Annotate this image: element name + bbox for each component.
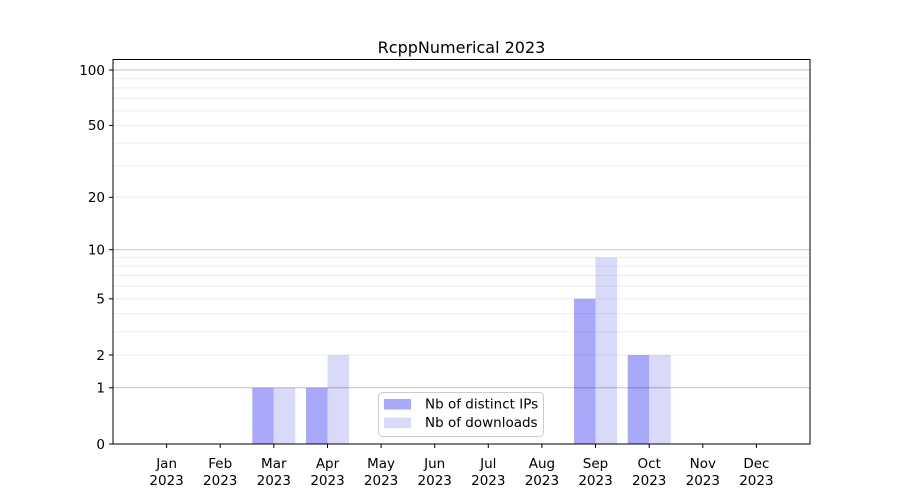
plot-border — [112, 59, 811, 445]
x-tick-label-year: 2023 — [310, 473, 344, 489]
y-tick-label: 10 — [88, 243, 105, 259]
x-tick-label-month: Feb — [208, 456, 232, 472]
x-tick-label-month: Apr — [316, 456, 340, 472]
x-tick-label-month: Mar — [261, 456, 287, 472]
x-tick-label-month: Dec — [743, 456, 769, 472]
x-tick-label-year: 2023 — [149, 473, 183, 489]
y-tick-label: 0 — [96, 437, 105, 453]
x-tick-label-year: 2023 — [632, 473, 666, 489]
x-tick-label-month: Jun — [423, 456, 445, 472]
y-tick-label: 1 — [96, 381, 105, 397]
bar-mar-series0 — [252, 387, 274, 444]
x-tick-label-month: Nov — [690, 456, 716, 472]
x-tick-label-month: Oct — [638, 456, 661, 472]
bar-apr-series1 — [327, 355, 349, 444]
bar-sep-series1 — [595, 257, 617, 444]
x-tick-label-month: Aug — [529, 456, 555, 472]
bar-sep-series0 — [574, 298, 596, 444]
bar-apr-series0 — [306, 387, 328, 444]
bar-oct-series0 — [627, 355, 650, 444]
bar-mar-series1 — [273, 387, 296, 444]
x-tick-label-year: 2023 — [739, 473, 773, 489]
y-tick-label: 100 — [79, 63, 105, 79]
x-tick-label-year: 2023 — [471, 473, 505, 489]
chart-title: RcppNumerical 2023 — [378, 38, 546, 57]
y-tick-label: 2 — [96, 348, 105, 364]
y-tick-label: 5 — [96, 292, 105, 308]
x-tick-label-year: 2023 — [418, 473, 452, 489]
y-tick-label: 20 — [88, 190, 105, 206]
x-tick-label-year: 2023 — [364, 473, 398, 489]
x-tick-label-year: 2023 — [203, 473, 237, 489]
y-tick-label: 50 — [88, 118, 105, 134]
x-tick-label-year: 2023 — [525, 473, 559, 489]
legend-box — [378, 392, 544, 437]
legend-swatch — [384, 399, 411, 410]
legend-swatch — [384, 417, 411, 429]
legend-label: Nb of downloads — [425, 415, 538, 431]
x-tick-label-month: Jan — [155, 456, 177, 472]
x-tick-label-year: 2023 — [686, 473, 720, 489]
bar-oct-series1 — [649, 355, 671, 444]
x-tick-label-year: 2023 — [257, 473, 291, 489]
x-tick-label-month: Jul — [479, 456, 496, 472]
legend-label: Nb of distinct IPs — [425, 397, 538, 413]
x-tick-label-year: 2023 — [578, 473, 612, 489]
x-tick-label-month: May — [367, 456, 395, 472]
x-tick-label-month: Sep — [583, 456, 608, 472]
